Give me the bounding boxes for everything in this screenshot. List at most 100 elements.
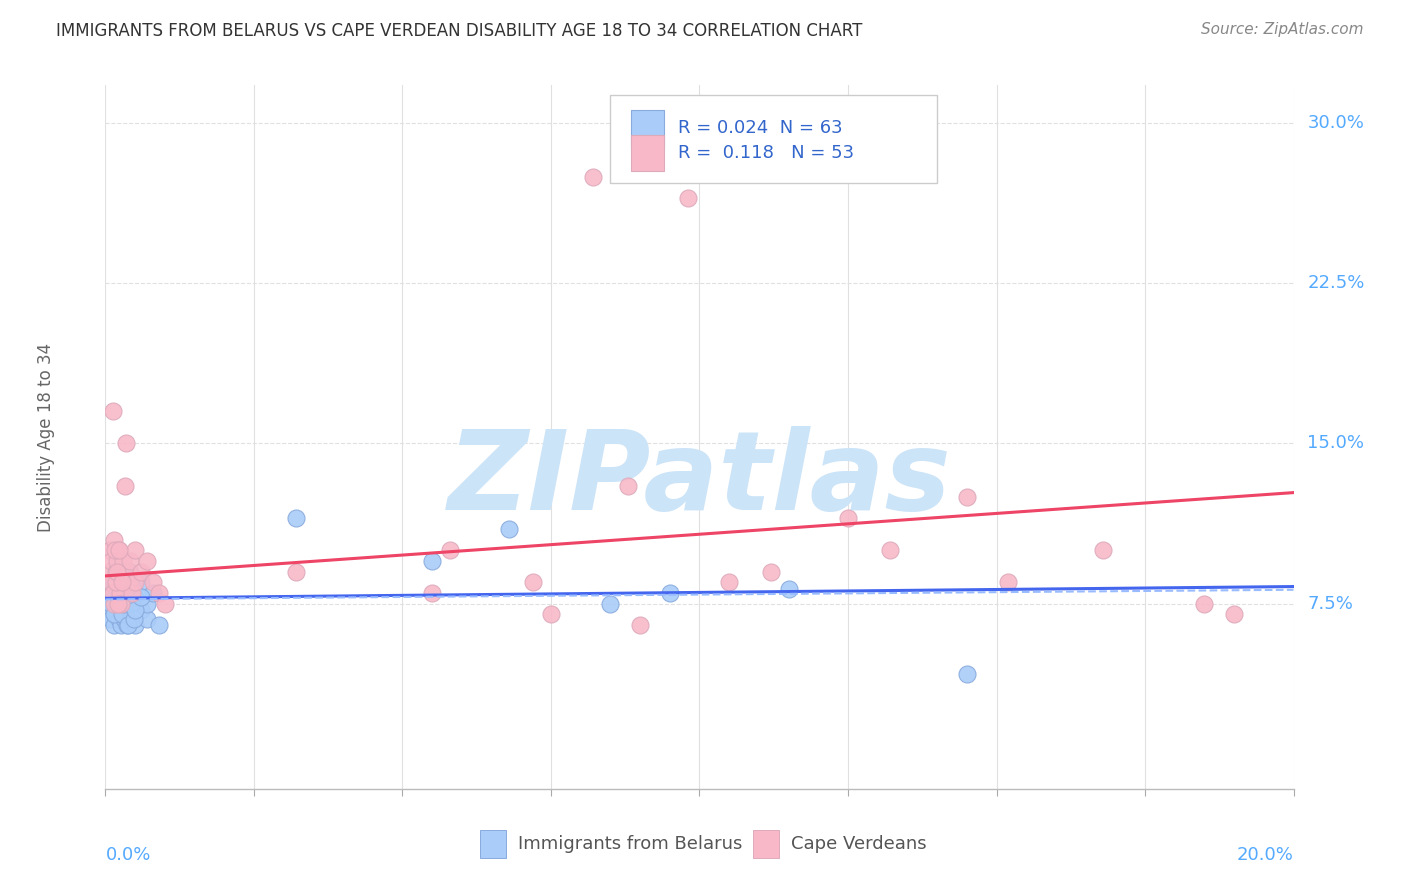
- Point: [153, 597, 176, 611]
- Point: [124, 575, 146, 590]
- Point: [98, 591, 121, 605]
- Text: R =  0.118   N = 53: R = 0.118 N = 53: [678, 145, 855, 162]
- Point: [117, 618, 139, 632]
- Point: [956, 667, 979, 681]
- Point: [112, 603, 135, 617]
- Point: [112, 597, 135, 611]
- Point: [100, 575, 122, 590]
- Text: 15.0%: 15.0%: [1308, 434, 1364, 452]
- Point: [120, 597, 142, 611]
- Text: 0.0%: 0.0%: [105, 846, 150, 863]
- Point: [107, 597, 129, 611]
- Point: [100, 597, 122, 611]
- Text: 22.5%: 22.5%: [1308, 275, 1365, 293]
- Point: [136, 597, 159, 611]
- Text: Source: ZipAtlas.com: Source: ZipAtlas.com: [1201, 22, 1364, 37]
- FancyBboxPatch shape: [630, 110, 664, 147]
- Point: [105, 575, 128, 590]
- Point: [108, 543, 131, 558]
- Text: 20.0%: 20.0%: [1237, 846, 1294, 863]
- Point: [118, 597, 141, 611]
- Point: [124, 603, 146, 617]
- Point: [136, 554, 159, 568]
- Point: [104, 565, 127, 579]
- Point: [103, 533, 125, 547]
- Point: [120, 554, 142, 568]
- FancyBboxPatch shape: [754, 830, 779, 858]
- Point: [498, 522, 520, 536]
- Point: [108, 565, 131, 579]
- Point: [118, 565, 141, 579]
- Point: [540, 607, 562, 622]
- Point: [114, 611, 136, 625]
- Point: [105, 597, 128, 611]
- Point: [110, 597, 132, 611]
- Point: [105, 565, 128, 579]
- Point: [879, 543, 901, 558]
- Point: [117, 618, 139, 632]
- Point: [284, 565, 307, 579]
- Point: [100, 554, 122, 568]
- Point: [112, 575, 135, 590]
- Point: [148, 618, 170, 632]
- Point: [105, 554, 128, 568]
- Point: [97, 565, 120, 579]
- Point: [120, 582, 142, 596]
- Point: [581, 169, 603, 184]
- Point: [103, 597, 125, 611]
- Point: [129, 603, 152, 617]
- Point: [105, 575, 128, 590]
- Text: IMMIGRANTS FROM BELARUS VS CAPE VERDEAN DISABILITY AGE 18 TO 34 CORRELATION CHAR: IMMIGRANTS FROM BELARUS VS CAPE VERDEAN …: [56, 22, 863, 40]
- Point: [284, 511, 307, 525]
- Point: [718, 575, 741, 590]
- Point: [98, 543, 121, 558]
- Point: [115, 586, 138, 600]
- Point: [100, 611, 122, 625]
- Point: [103, 607, 125, 622]
- Point: [118, 565, 141, 579]
- Text: ZIPatlas: ZIPatlas: [447, 425, 952, 533]
- Point: [101, 586, 124, 600]
- Point: [103, 618, 125, 632]
- Text: 30.0%: 30.0%: [1308, 114, 1364, 132]
- Point: [112, 554, 135, 568]
- Point: [115, 436, 138, 450]
- Point: [101, 586, 124, 600]
- Point: [148, 586, 170, 600]
- Point: [105, 607, 128, 622]
- Point: [439, 543, 461, 558]
- Point: [522, 575, 544, 590]
- Point: [617, 479, 640, 493]
- FancyBboxPatch shape: [479, 830, 506, 858]
- Point: [97, 597, 120, 611]
- Point: [676, 191, 699, 205]
- Point: [104, 607, 127, 622]
- Point: [124, 591, 146, 605]
- Point: [108, 611, 131, 625]
- Point: [101, 597, 124, 611]
- Point: [142, 575, 165, 590]
- Point: [420, 554, 443, 568]
- Point: [105, 575, 128, 590]
- Point: [129, 565, 152, 579]
- Point: [114, 479, 136, 493]
- Point: [136, 611, 159, 625]
- Point: [118, 575, 141, 590]
- Point: [112, 575, 135, 590]
- Point: [420, 586, 443, 600]
- Point: [110, 582, 132, 596]
- Point: [111, 607, 134, 622]
- Point: [107, 543, 129, 558]
- Text: Immigrants from Belarus: Immigrants from Belarus: [517, 835, 742, 853]
- Point: [1223, 607, 1246, 622]
- Point: [107, 603, 129, 617]
- Point: [98, 603, 121, 617]
- Text: 7.5%: 7.5%: [1308, 595, 1354, 613]
- Point: [658, 586, 681, 600]
- Point: [105, 586, 128, 600]
- Point: [114, 586, 136, 600]
- Point: [778, 582, 800, 596]
- Point: [110, 618, 132, 632]
- Point: [142, 586, 165, 600]
- Point: [121, 582, 143, 596]
